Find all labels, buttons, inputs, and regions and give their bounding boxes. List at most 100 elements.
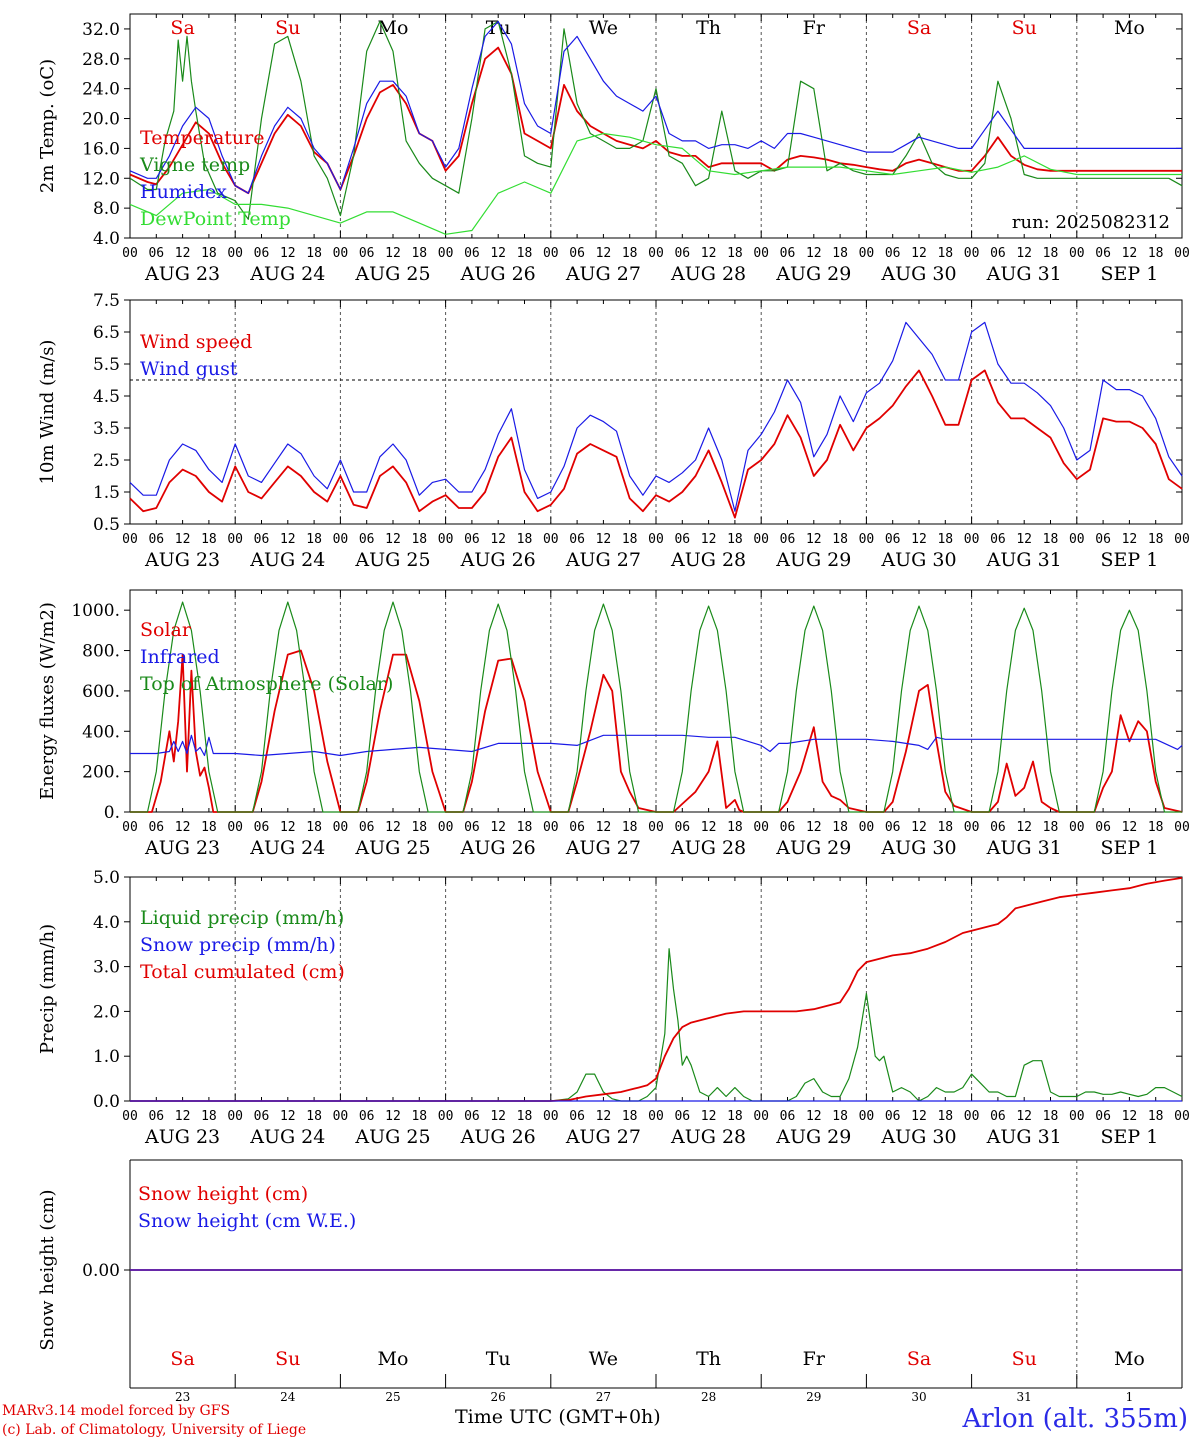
weekday-label: Sa — [170, 1348, 194, 1370]
hour-label: 00 — [753, 1109, 769, 1124]
hour-label: 12 — [806, 246, 822, 261]
hour-label: 12 — [175, 820, 191, 835]
hour-label: 18 — [622, 246, 638, 261]
day-label: AUG 24 — [249, 263, 325, 285]
day-label: AUG 24 — [249, 1126, 325, 1148]
day-label: AUG 25 — [354, 549, 430, 571]
hour-label: 12 — [280, 532, 296, 547]
hour-label: 18 — [306, 246, 322, 261]
day-number: 30 — [911, 1390, 926, 1404]
hour-label: 18 — [622, 532, 638, 547]
day-label: AUG 28 — [670, 837, 746, 859]
y-tick-label: 0.00 — [82, 1261, 120, 1281]
weekday-label: Th — [696, 17, 721, 39]
hour-label: 06 — [148, 532, 164, 547]
y-tick-label: 8.0 — [93, 199, 120, 219]
weekday-label: Su — [275, 1348, 300, 1370]
hour-label: 06 — [780, 820, 796, 835]
hour-label: 06 — [569, 1109, 585, 1124]
day-label: AUG 29 — [775, 263, 851, 285]
series-line-temperature — [129, 46, 1182, 195]
hour-label: 12 — [596, 532, 612, 547]
hour-label: 00 — [964, 532, 980, 547]
hour-label: 06 — [674, 532, 690, 547]
hour-label: 06 — [569, 532, 585, 547]
y-tick-label: 28.0 — [82, 50, 120, 70]
day-label: AUG 30 — [880, 1126, 956, 1148]
hour-label: 18 — [727, 1109, 743, 1124]
hour-label: 00 — [1069, 820, 1085, 835]
hour-label: 12 — [1122, 532, 1138, 547]
hour-label: 12 — [490, 820, 506, 835]
hour-label: 06 — [464, 820, 480, 835]
hour-label: 18 — [411, 246, 427, 261]
day-label: AUG 24 — [249, 837, 325, 859]
legend-entry: Humidex — [140, 181, 227, 203]
y-tick-label: 6.5 — [93, 323, 120, 343]
y-tick-label: 32.0 — [82, 20, 120, 40]
day-label: AUG 31 — [986, 1126, 1062, 1148]
hour-label: 00 — [753, 532, 769, 547]
hour-label: 06 — [254, 820, 270, 835]
day-label: AUG 28 — [670, 263, 746, 285]
hour-label: 06 — [1095, 1109, 1111, 1124]
hour-label: 06 — [359, 246, 375, 261]
day-label: AUG 27 — [565, 1126, 641, 1148]
hour-label: 06 — [359, 820, 375, 835]
legend-entry: Total cumulated (cm) — [140, 961, 345, 983]
hour-label: 12 — [385, 1109, 401, 1124]
hour-label: 18 — [1043, 532, 1059, 547]
hour-label: 06 — [780, 246, 796, 261]
hour-label: 00 — [859, 532, 875, 547]
day-label: AUG 31 — [986, 263, 1062, 285]
hour-label: 00 — [227, 820, 243, 835]
hour-label: 18 — [411, 532, 427, 547]
hour-label: 12 — [596, 246, 612, 261]
day-label: AUG 23 — [144, 263, 220, 285]
day-label: AUG 26 — [460, 549, 536, 571]
hour-label: 06 — [464, 246, 480, 261]
hour-label: 00 — [438, 820, 454, 835]
hour-label: 18 — [1148, 820, 1164, 835]
hour-label: 12 — [701, 1109, 717, 1124]
hour-label: 12 — [280, 820, 296, 835]
weekday-label: Fr — [803, 17, 826, 39]
day-label: SEP 1 — [1100, 549, 1158, 571]
panel-5: Sa Su Mo Tu We Th Fr Sa Su Mo 23 24 25 26 27 28 29 30 31 1 0… — [37, 1159, 1183, 1404]
y-tick-label: 200. — [82, 763, 120, 783]
hour-label: 12 — [175, 1109, 191, 1124]
hour-label: 12 — [1122, 246, 1138, 261]
hour-label: 00 — [333, 820, 349, 835]
day-label: AUG 30 — [880, 549, 956, 571]
hour-label: 18 — [201, 1109, 217, 1124]
hour-label: 00 — [543, 246, 559, 261]
y-tick-label: 0.0 — [93, 1092, 120, 1112]
day-label: AUG 30 — [880, 837, 956, 859]
y-tick-label: 5.0 — [93, 868, 120, 888]
hour-label: 12 — [385, 246, 401, 261]
hour-label: 12 — [911, 820, 927, 835]
hour-label: 12 — [806, 1109, 822, 1124]
hour-label: 00 — [1069, 532, 1085, 547]
hour-label: 06 — [1095, 532, 1111, 547]
hour-label: 00 — [122, 532, 138, 547]
hour-label: 18 — [201, 532, 217, 547]
hour-label: 00 — [122, 246, 138, 261]
day-label: AUG 27 — [565, 837, 641, 859]
hour-label: 06 — [254, 532, 270, 547]
y-axis-title: Precip (mm/h) — [37, 924, 58, 1054]
hour-label: 06 — [569, 820, 585, 835]
weekday-label: Su — [1012, 1348, 1037, 1370]
hour-label: 18 — [832, 246, 848, 261]
hour-label: 06 — [990, 1109, 1006, 1124]
run-annotation: run: 2025082312 — [1012, 212, 1170, 233]
hour-label: 00 — [333, 1109, 349, 1124]
day-label: AUG 27 — [565, 263, 641, 285]
hour-label: 00 — [438, 1109, 454, 1124]
legend-entry: Solar — [140, 619, 192, 641]
hour-label: 00 — [753, 246, 769, 261]
hour-label: 06 — [780, 1109, 796, 1124]
panel-1: 00 06 12 18 00 06 12 18 00 06 12 18 00 06 12 18 00 06 12 18… — [37, 13, 1190, 285]
hour-label: 18 — [832, 532, 848, 547]
